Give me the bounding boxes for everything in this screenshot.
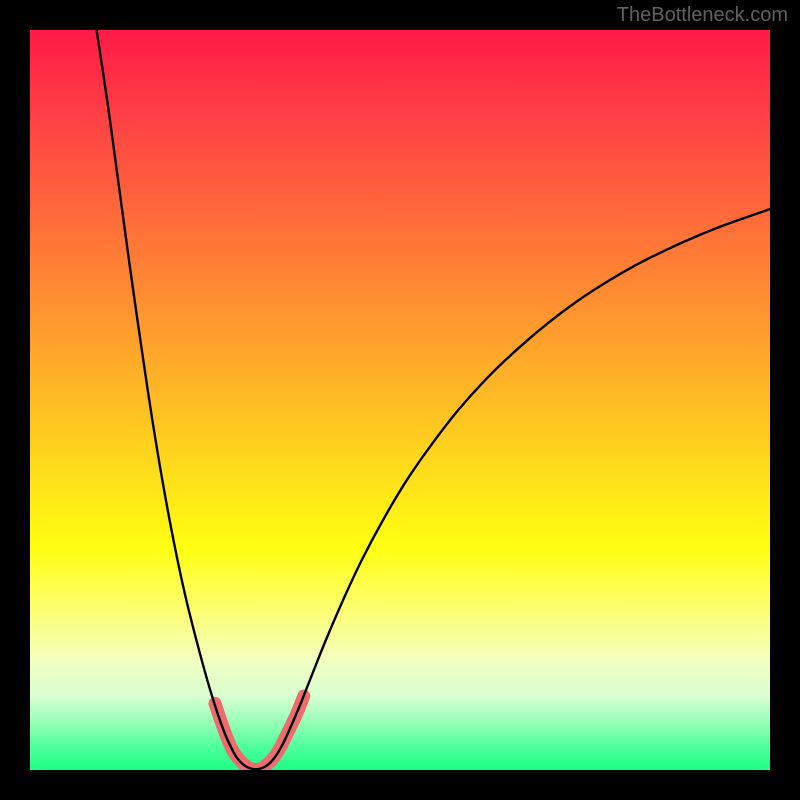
chart-plot-area (30, 30, 770, 770)
chart-curves-layer (30, 30, 770, 770)
marker-curve (215, 696, 304, 770)
bottleneck-curve (97, 30, 770, 769)
watermark-text: TheBottleneck.com (617, 4, 788, 27)
